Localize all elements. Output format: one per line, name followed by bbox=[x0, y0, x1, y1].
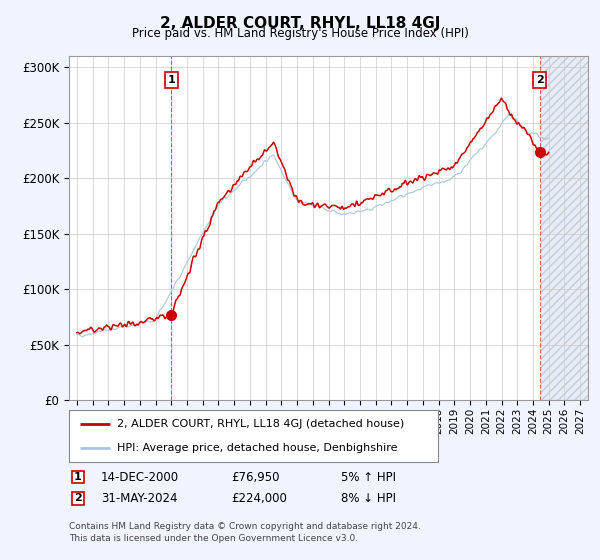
Text: 5% ↑ HPI: 5% ↑ HPI bbox=[341, 470, 396, 484]
Text: 1: 1 bbox=[74, 472, 82, 482]
Text: HPI: Average price, detached house, Denbighshire: HPI: Average price, detached house, Denb… bbox=[117, 443, 397, 453]
Text: 2, ALDER COURT, RHYL, LL18 4GJ (detached house): 2, ALDER COURT, RHYL, LL18 4GJ (detached… bbox=[117, 419, 404, 430]
Bar bbox=[541, 56, 600, 400]
Text: 2, ALDER COURT, RHYL, LL18 4GJ: 2, ALDER COURT, RHYL, LL18 4GJ bbox=[160, 16, 440, 31]
Text: £224,000: £224,000 bbox=[231, 492, 287, 505]
Bar bbox=[541, 56, 600, 400]
Text: 1: 1 bbox=[167, 75, 175, 85]
Text: 2: 2 bbox=[74, 493, 82, 503]
Text: 14-DEC-2000: 14-DEC-2000 bbox=[101, 470, 179, 484]
Text: 8% ↓ HPI: 8% ↓ HPI bbox=[341, 492, 396, 505]
Text: Price paid vs. HM Land Registry's House Price Index (HPI): Price paid vs. HM Land Registry's House … bbox=[131, 27, 469, 40]
Text: 31-MAY-2024: 31-MAY-2024 bbox=[101, 492, 178, 505]
Text: 2: 2 bbox=[536, 75, 544, 85]
Text: £76,950: £76,950 bbox=[231, 470, 280, 484]
Text: Contains HM Land Registry data © Crown copyright and database right 2024.
This d: Contains HM Land Registry data © Crown c… bbox=[69, 522, 421, 543]
